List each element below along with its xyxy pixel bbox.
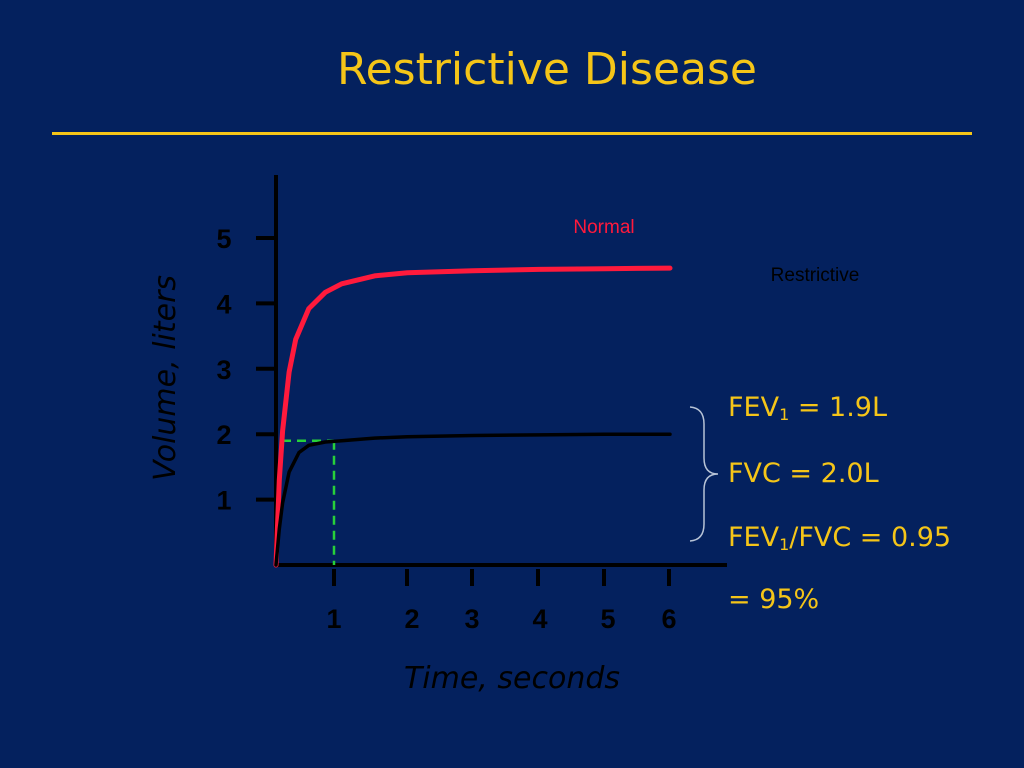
- ratio-subscript: 1: [779, 535, 790, 554]
- y-tick-label: 1: [216, 486, 231, 516]
- restrictive-curve: [274, 432, 672, 567]
- fev1-guide-lines: [282, 439, 336, 565]
- summary-brace: [689, 406, 719, 542]
- x-tick-label: 5: [600, 604, 615, 634]
- y-tick-label: 5: [216, 224, 231, 254]
- normal-curve: [273, 265, 673, 568]
- tick-labels: 1 2 3 4 5 1 2 3 4 5 6: [216, 224, 676, 634]
- title-divider: [52, 132, 972, 135]
- fev1-subscript: 1: [779, 405, 790, 424]
- legend-restrictive: Restrictive: [771, 265, 860, 286]
- fev1-line: FEV1 = 1.9L: [728, 392, 887, 424]
- percent-line: = 95%: [728, 584, 820, 615]
- ratio-value: /FVC = 0.95: [789, 522, 952, 553]
- x-tick-label: 3: [464, 604, 479, 634]
- fev1-prefix: FEV: [728, 392, 780, 423]
- y-axis-title: Volume, liters: [148, 275, 183, 481]
- fvc-line: FVC = 2.0L: [728, 458, 879, 489]
- y-tick-label: 4: [216, 289, 231, 319]
- slide-title: Restrictive Disease: [337, 44, 757, 95]
- ratio-line: FEV1/FVC = 0.95: [728, 522, 951, 554]
- ratio-prefix: FEV: [728, 522, 780, 553]
- series-layer: [273, 265, 673, 568]
- y-tick-label: 3: [216, 355, 231, 385]
- x-axis-title: Time, seconds: [404, 661, 620, 696]
- x-tick-label: 6: [661, 604, 676, 634]
- x-tick-label: 2: [404, 604, 419, 634]
- fev1-value: = 1.9L: [789, 392, 888, 423]
- x-tick-label: 4: [532, 604, 547, 634]
- x-tick-label: 1: [326, 604, 341, 634]
- y-tick-label: 2: [216, 420, 231, 450]
- legend-normal: Normal: [573, 217, 634, 238]
- axes: [256, 175, 727, 586]
